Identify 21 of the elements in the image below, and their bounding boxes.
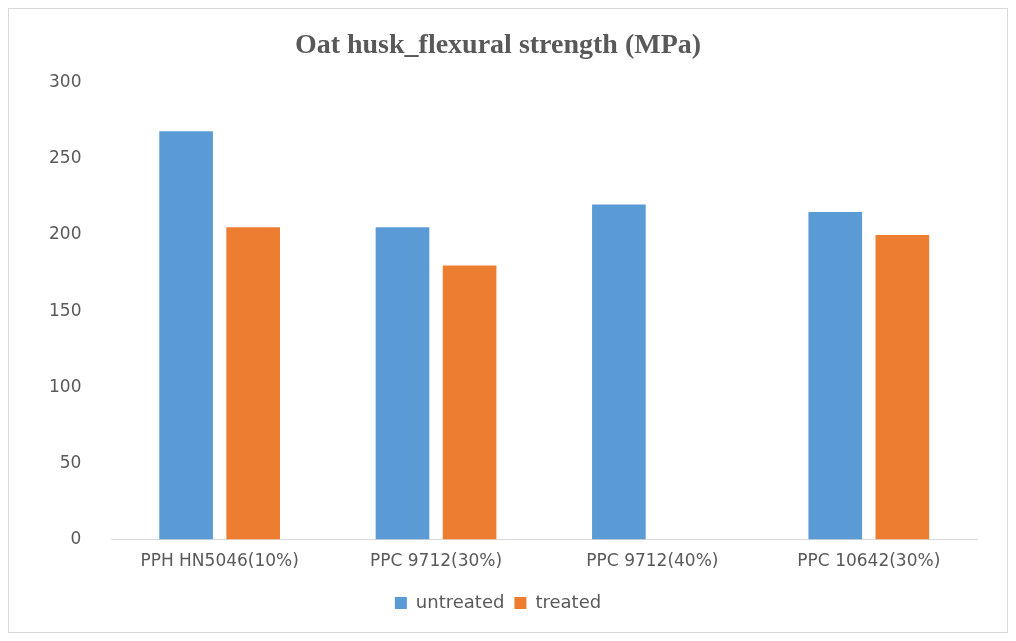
bar xyxy=(808,212,863,540)
y-tick-label: 300 xyxy=(48,71,82,92)
y-tick-label: 0 xyxy=(70,528,82,549)
y-tick-label: 200 xyxy=(48,223,82,244)
bar xyxy=(375,227,430,540)
x-tick-label: PPH HN5046(10%) xyxy=(140,550,299,571)
bar xyxy=(592,204,646,540)
bar xyxy=(442,265,497,540)
bar xyxy=(226,227,281,540)
chart-title: Oat husk_flexural strength (MPa) xyxy=(294,28,702,60)
x-tick-label: PPC 9712(40%) xyxy=(586,550,719,571)
bar xyxy=(159,131,213,540)
legend-label: treated xyxy=(535,590,602,612)
bar xyxy=(875,234,930,540)
x-tick-label: PPC 10642(30%) xyxy=(797,550,941,571)
y-tick-label: 150 xyxy=(48,299,82,320)
y-tick-label: 50 xyxy=(59,451,82,472)
y-tick-label: 100 xyxy=(48,375,82,396)
legend-label: untreated xyxy=(415,590,505,612)
x-tick-label: PPC 9712(30%) xyxy=(369,550,503,571)
y-tick-label: 250 xyxy=(48,147,82,168)
